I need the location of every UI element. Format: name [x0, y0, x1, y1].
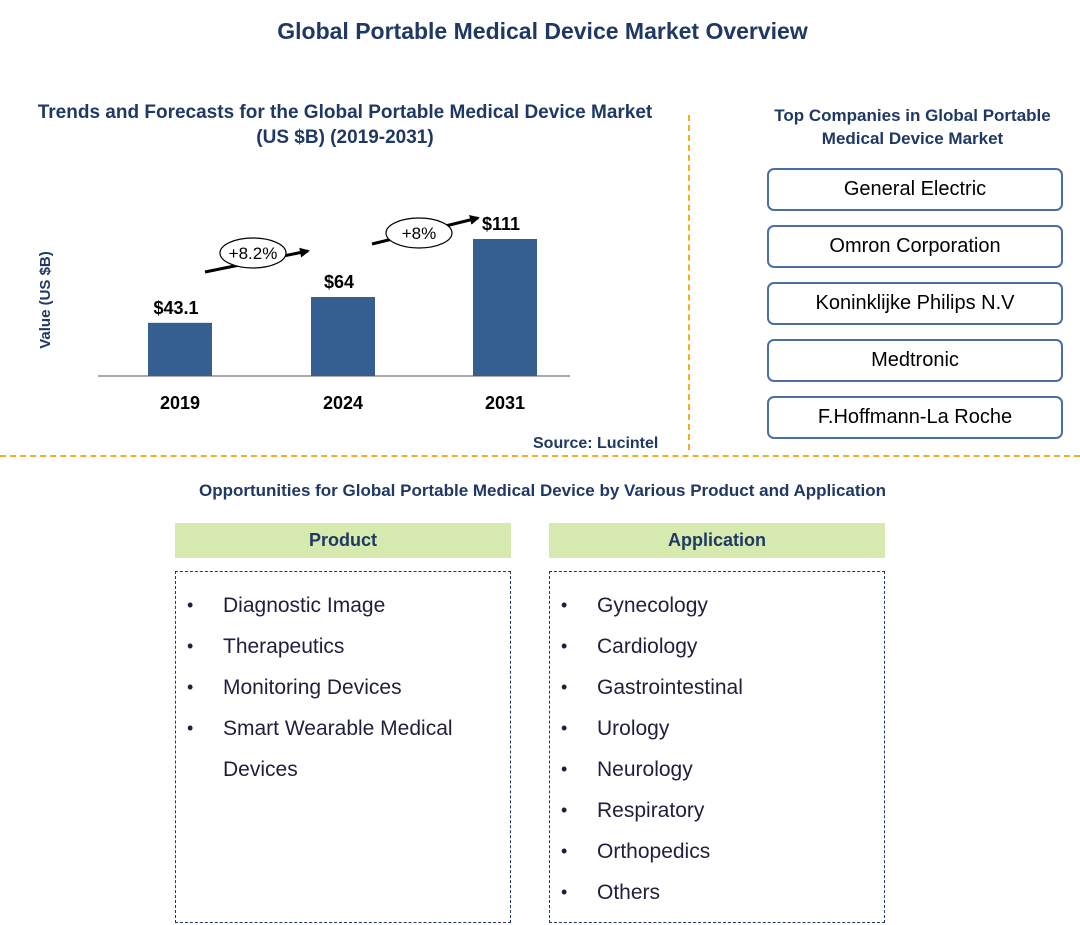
list-item-label: Respiratory	[597, 799, 705, 822]
list-item: • Therapeutics	[176, 626, 510, 667]
list-item-label: Diagnostic Image	[223, 594, 386, 617]
list-item: • Urology	[550, 708, 884, 749]
page-title: Global Portable Medical Device Market Ov…	[277, 18, 808, 44]
bullet-icon: •	[561, 759, 568, 779]
company-box: Omron Corporation	[767, 225, 1063, 268]
bullet-icon: •	[561, 677, 568, 697]
bar-2024	[311, 297, 375, 376]
horizontal-divider	[0, 455, 1080, 457]
list-item: • Others	[550, 872, 884, 913]
bar-2019	[148, 322, 212, 376]
bullet-icon: •	[187, 595, 194, 615]
company-box: Medtronic	[767, 339, 1063, 382]
growth-label-1: +8.2%	[229, 244, 278, 263]
product-header: Product	[175, 523, 511, 558]
y-axis-label: Value (US $B)	[37, 251, 54, 349]
list-item-label: Urology	[597, 717, 670, 740]
bullet-icon: •	[561, 800, 568, 820]
list-item: • Monitoring Devices	[176, 667, 510, 708]
list-item: • Diagnostic Image	[176, 585, 510, 626]
x-tick-label-2031: 2031	[485, 393, 525, 413]
list-item: • Smart Wearable Medical Devices	[176, 708, 510, 790]
x-tick-label-2019: 2019	[160, 393, 200, 413]
opportunities-title: Opportunities for Global Portable Medica…	[198, 481, 887, 500]
companies-title: Top Companies in Global Portable Medical…	[774, 106, 1051, 148]
list-item: • Gastrointestinal	[550, 667, 884, 708]
list-item-label: Cardiology	[597, 635, 698, 658]
list-item-label: Others	[597, 881, 661, 904]
list-item-label: Neurology	[597, 758, 693, 781]
company-box: General Electric	[767, 168, 1063, 211]
application-header: Application	[549, 523, 885, 558]
vertical-divider	[688, 115, 690, 450]
value-label-2019: $43.1	[153, 298, 198, 318]
list-item: • Respiratory	[550, 790, 884, 831]
application-box: • Gynecology • Cardiology • Gastrointestinal •…	[549, 571, 885, 923]
company-box: Koninklijke Philips N.V	[767, 282, 1063, 325]
company-box: F.Hoffmann-La Roche	[767, 396, 1063, 439]
list-item: • Cardiology	[550, 626, 884, 667]
list-item: • Neurology	[550, 749, 884, 790]
list-item-label: Gynecology	[597, 594, 708, 617]
product-box: • Diagnostic Image • Therapeutics • Monitorin…	[175, 571, 511, 923]
bullet-icon: •	[561, 882, 568, 902]
value-label-2024: $64	[324, 272, 354, 292]
bullet-icon: •	[187, 677, 194, 697]
list-item-label: Gastrointestinal	[597, 676, 743, 699]
list-item: • Orthopedics	[550, 831, 884, 872]
bar-chart: Value (US $B) $43.1 2019 $64 2024 $111 2031 +8.…	[37, 214, 570, 413]
list-item-label: Monitoring Devices	[223, 676, 402, 699]
list-item-label: Smart Wearable Medical Devices	[223, 717, 453, 781]
bullet-icon: •	[187, 636, 194, 656]
bullet-icon: •	[561, 718, 568, 738]
source-label: Source: Lucintel	[533, 435, 659, 452]
growth-ellipse-1	[219, 237, 287, 269]
value-label-2031: $111	[482, 214, 520, 234]
product-list: • Diagnostic Image • Therapeutics • Monitorin…	[176, 572, 510, 790]
growth-ellipse-2	[385, 217, 453, 249]
chart-title: Trends and Forecasts for the Global Port…	[37, 102, 653, 148]
bullet-icon: •	[561, 595, 568, 615]
list-item-label: Orthopedics	[597, 840, 711, 863]
bullet-icon: •	[561, 841, 568, 861]
bar-2031	[473, 239, 537, 376]
application-list: • Gynecology • Cardiology • Gastrointestinal •…	[550, 572, 884, 913]
list-item: • Gynecology	[550, 585, 884, 626]
list-item-label: Therapeutics	[223, 635, 345, 658]
x-tick-label-2024: 2024	[323, 393, 363, 413]
growth-label-2: +8%	[402, 224, 437, 243]
bullet-icon: •	[187, 718, 194, 738]
bullet-icon: •	[561, 636, 568, 656]
